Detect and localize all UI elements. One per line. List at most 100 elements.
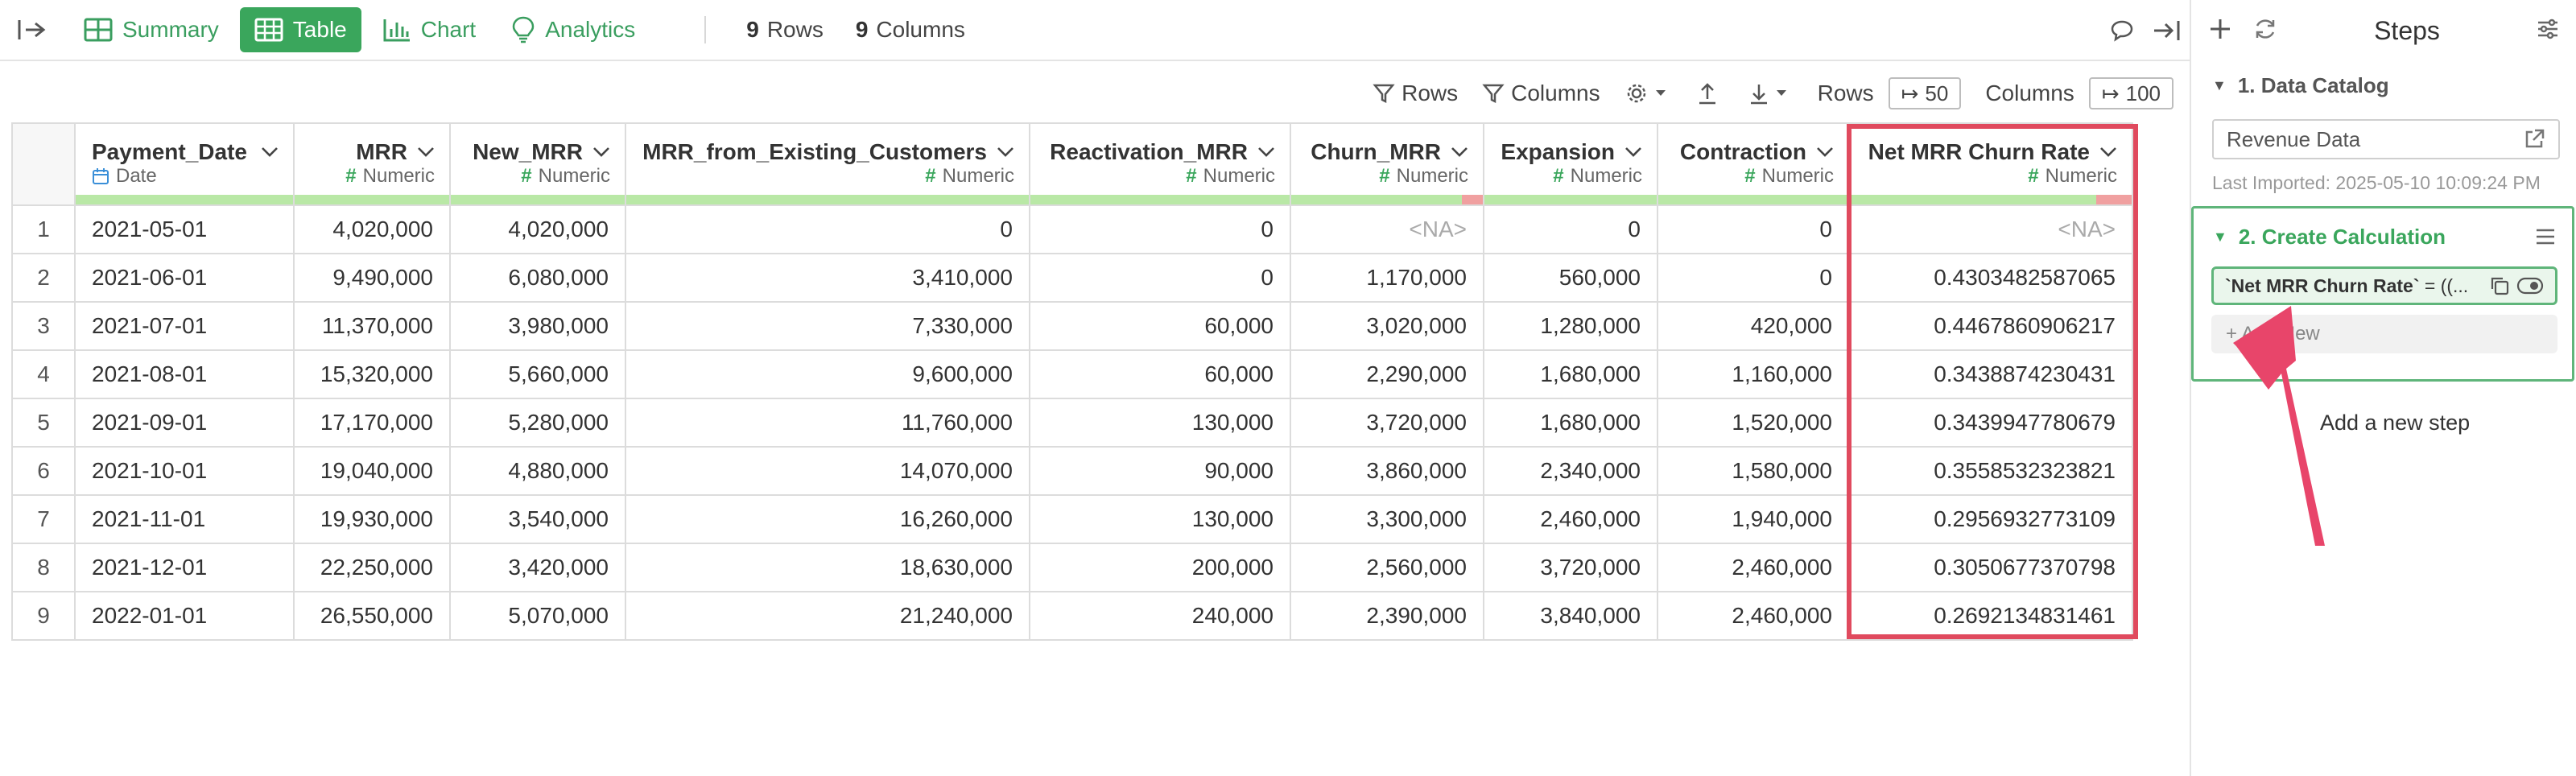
table-cell[interactable]: 0.3438874230431 [1848,349,2133,399]
table-cell[interactable]: 4,880,000 [449,446,626,496]
table-cell[interactable]: 1,580,000 [1657,446,1850,496]
column-header[interactable]: Churn_MRR # Numeric [1290,122,1484,206]
table-cell[interactable]: 60,000 [1029,349,1291,399]
table-cell[interactable]: 1,680,000 [1483,398,1658,448]
table-cell[interactable]: 3,980,000 [449,301,626,351]
table-cell[interactable]: <NA> [1290,204,1484,254]
table-cell[interactable]: 0 [625,204,1030,254]
copy-icon[interactable] [2489,275,2510,296]
collapse-right-icon[interactable] [2145,8,2190,53]
table-cell[interactable]: 0.4467860906217 [1848,301,2133,351]
chevron-down-icon[interactable] [592,147,610,158]
table-cell[interactable]: 22,250,000 [293,543,451,592]
table-cell[interactable]: 3,840,000 [1483,591,1658,641]
column-header[interactable]: Expansion # Numeric [1483,122,1658,206]
table-cell[interactable]: 5,660,000 [449,349,626,399]
table-cell[interactable]: 2021-07-01 [74,301,295,351]
column-header[interactable]: Contraction # Numeric [1657,122,1850,206]
table-cell[interactable]: 0.2956932773109 [1848,494,2133,544]
refresh-icon[interactable] [2252,16,2278,46]
table-cell[interactable]: 5,070,000 [449,591,626,641]
chevron-down-icon[interactable] [1816,147,1834,158]
table-cell[interactable]: 21,240,000 [625,591,1030,641]
table-cell[interactable]: 90,000 [1029,446,1291,496]
table-cell[interactable]: 2021-10-01 [74,446,295,496]
table-cell[interactable]: 2,560,000 [1290,543,1484,592]
chevron-down-icon[interactable] [261,147,279,158]
hamburger-menu-icon[interactable] [2535,228,2556,250]
chevron-down-icon[interactable] [997,147,1014,158]
table-cell[interactable]: 3,410,000 [625,253,1030,303]
columns-filter-button[interactable]: Columns [1482,80,1600,106]
table-cell[interactable]: 0.3558532323821 [1848,446,2133,496]
table-cell[interactable]: <NA> [1848,204,2133,254]
table-cell[interactable]: 2021-05-01 [74,204,295,254]
table-cell[interactable]: 9,490,000 [293,253,451,303]
table-cell[interactable]: 0 [1029,204,1291,254]
external-link-icon[interactable] [2523,128,2545,151]
column-header[interactable]: Net MRR Churn Rate # Numeric [1848,122,2133,206]
table-cell[interactable]: 1,160,000 [1657,349,1850,399]
table-cell[interactable]: 11,370,000 [293,301,451,351]
chevron-down-icon[interactable] [2099,147,2117,158]
preview-toggle-icon[interactable] [2516,276,2544,295]
table-cell[interactable]: 3,540,000 [449,494,626,544]
table-cell[interactable]: 3,300,000 [1290,494,1484,544]
table-cell[interactable]: 1,520,000 [1657,398,1850,448]
settings-dropdown-button[interactable] [1624,81,1673,105]
table-cell[interactable]: 3,720,000 [1483,543,1658,592]
table-cell[interactable]: 2021-08-01 [74,349,295,399]
table-cell[interactable]: 0 [1657,253,1850,303]
table-cell[interactable]: 1,940,000 [1657,494,1850,544]
table-cell[interactable]: 2021-11-01 [74,494,295,544]
table-cell[interactable]: 7,330,000 [625,301,1030,351]
comment-icon[interactable] [2099,8,2145,53]
table-cell[interactable]: 2,460,000 [1657,543,1850,592]
table-cell[interactable]: 2022-01-01 [74,591,295,641]
table-cell[interactable]: 5,280,000 [449,398,626,448]
table-cell[interactable]: 1,280,000 [1483,301,1658,351]
table-cell[interactable]: 3,020,000 [1290,301,1484,351]
table-cell[interactable]: 2021-09-01 [74,398,295,448]
table-cell[interactable]: 0 [1657,204,1850,254]
table-cell[interactable]: 2,390,000 [1290,591,1484,641]
add-step-icon[interactable] [2207,16,2233,46]
rows-filter-button[interactable]: Rows [1373,80,1458,106]
table-cell[interactable]: 19,040,000 [293,446,451,496]
table-cell[interactable]: 3,420,000 [449,543,626,592]
chevron-down-icon[interactable] [1624,147,1642,158]
table-cell[interactable]: 2021-12-01 [74,543,295,592]
step-data-catalog-title[interactable]: ▼ 1. Data Catalog [2212,72,2389,97]
data-source-field[interactable]: Revenue Data [2212,119,2560,159]
table-cell[interactable]: 0.2692134831461 [1848,591,2133,641]
export-icon[interactable] [1697,81,1724,105]
download-dropdown-button[interactable] [1748,81,1794,105]
table-cell[interactable]: 26,550,000 [293,591,451,641]
chevron-down-icon[interactable] [417,147,435,158]
table-cell[interactable]: 6,080,000 [449,253,626,303]
table-cell[interactable]: 4,020,000 [449,204,626,254]
table-cell[interactable]: 19,930,000 [293,494,451,544]
column-header[interactable]: Reactivation_MRR # Numeric [1029,122,1291,206]
column-header[interactable]: MRR # Numeric [293,122,451,206]
table-view-button[interactable]: Table [239,7,361,52]
chevron-down-icon[interactable] [1451,147,1468,158]
table-cell[interactable]: 200,000 [1029,543,1291,592]
table-cell[interactable]: 0 [1483,204,1658,254]
chart-view-button[interactable]: Chart [368,7,490,52]
table-cell[interactable]: 2,340,000 [1483,446,1658,496]
table-cell[interactable]: 14,070,000 [625,446,1030,496]
table-cell[interactable]: 2,460,000 [1657,591,1850,641]
table-cell[interactable]: 130,000 [1029,398,1291,448]
table-cell[interactable]: 3,860,000 [1290,446,1484,496]
table-cell[interactable]: 16,260,000 [625,494,1030,544]
table-cell[interactable]: 130,000 [1029,494,1291,544]
table-cell[interactable]: 60,000 [1029,301,1291,351]
table-cell[interactable]: 420,000 [1657,301,1850,351]
table-cell[interactable]: 2,460,000 [1483,494,1658,544]
table-cell[interactable]: 18,630,000 [625,543,1030,592]
table-cell[interactable]: 560,000 [1483,253,1658,303]
table-cell[interactable]: 9,600,000 [625,349,1030,399]
table-cell[interactable]: 2,290,000 [1290,349,1484,399]
table-cell[interactable]: 0 [1029,253,1291,303]
